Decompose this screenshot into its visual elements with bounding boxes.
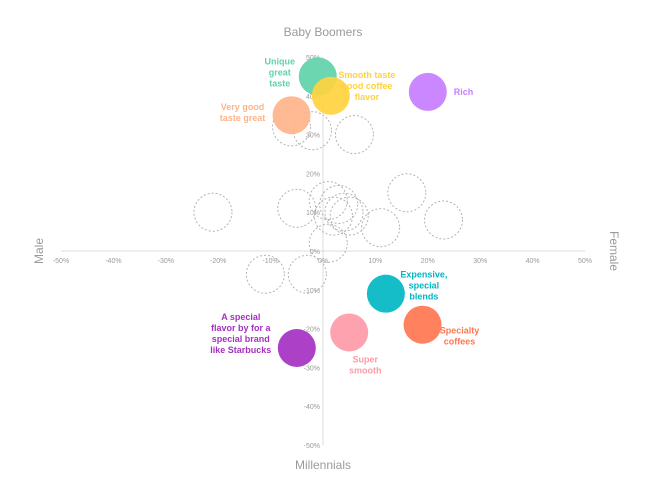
highlighted-bubble <box>330 313 369 352</box>
axis-label-bottom: Millennials <box>295 458 351 472</box>
x-tick-label: 40% <box>526 258 540 265</box>
other-bubble <box>319 184 359 224</box>
other-bubble <box>308 181 348 221</box>
axis-label-top: Baby Boomers <box>284 25 363 39</box>
y-tick-label: 10% <box>306 210 320 217</box>
other-bubble <box>287 254 327 294</box>
x-tick-label: -10% <box>262 258 278 265</box>
other-bubble <box>361 208 401 248</box>
bubble-label: Super smooth <box>349 354 382 375</box>
y-tick-label: -20% <box>304 327 320 334</box>
other-bubble <box>277 188 317 228</box>
other-bubble <box>324 192 364 232</box>
y-tick-label: -40% <box>304 404 320 411</box>
bubble-label: Expensive, special blends <box>400 270 447 302</box>
axis-label-right: Female <box>607 231 621 271</box>
x-tick-label: 20% <box>421 258 435 265</box>
bubble-label: Smooth taste good coffee flavor <box>338 70 395 102</box>
tick-labels: -50%-40%-30%-20%-10%0%10%20%30%40%50%50%… <box>53 55 592 450</box>
x-tick-label: -40% <box>105 258 121 265</box>
other-bubble <box>424 200 464 240</box>
other-bubble <box>245 254 285 294</box>
y-tick-label: 0% <box>310 249 320 256</box>
highlighted-bubble <box>311 76 350 115</box>
highlighted-bubble <box>408 72 447 111</box>
y-tick-label: -30% <box>304 365 320 372</box>
y-tick-label: -10% <box>304 288 320 295</box>
y-tick-label: 30% <box>306 133 320 140</box>
highlighted-bubble <box>277 329 316 367</box>
x-tick-label: -20% <box>210 258 226 265</box>
bubble-label: Unique great taste <box>265 56 296 88</box>
x-tick-label: 0% <box>318 258 328 265</box>
y-tick-label: -50% <box>304 443 320 450</box>
other-bubble <box>334 115 374 155</box>
x-tick-label: 30% <box>473 258 487 265</box>
x-tick-label: 50% <box>578 258 592 265</box>
highlighted-bubbles <box>272 57 447 367</box>
other-bubble <box>387 173 427 213</box>
other-bubble <box>329 196 369 236</box>
highlighted-bubble <box>366 274 405 313</box>
other-bubbles <box>193 107 464 294</box>
y-tick-label: 20% <box>306 171 320 178</box>
highlighted-bubble <box>272 96 311 135</box>
x-tick-label: 10% <box>368 258 382 265</box>
axis-label-left: Male <box>32 238 46 264</box>
other-bubble <box>193 192 233 232</box>
x-tick-label: -30% <box>158 258 174 265</box>
highlighted-bubble <box>403 305 442 344</box>
bubble-label: Rich <box>454 87 474 97</box>
other-bubble <box>293 111 333 151</box>
other-bubble <box>308 223 348 263</box>
bubble-label: Specialty coffees <box>440 326 480 347</box>
x-tick-label: -50% <box>53 258 69 265</box>
bubble-label: A special flavor by for a special brand lik… <box>210 312 271 355</box>
other-bubble <box>313 196 353 236</box>
bubble-label: Very good taste great <box>220 102 266 123</box>
bubble-labels: Unique great taste Smooth taste good coffee f… <box>210 56 479 375</box>
